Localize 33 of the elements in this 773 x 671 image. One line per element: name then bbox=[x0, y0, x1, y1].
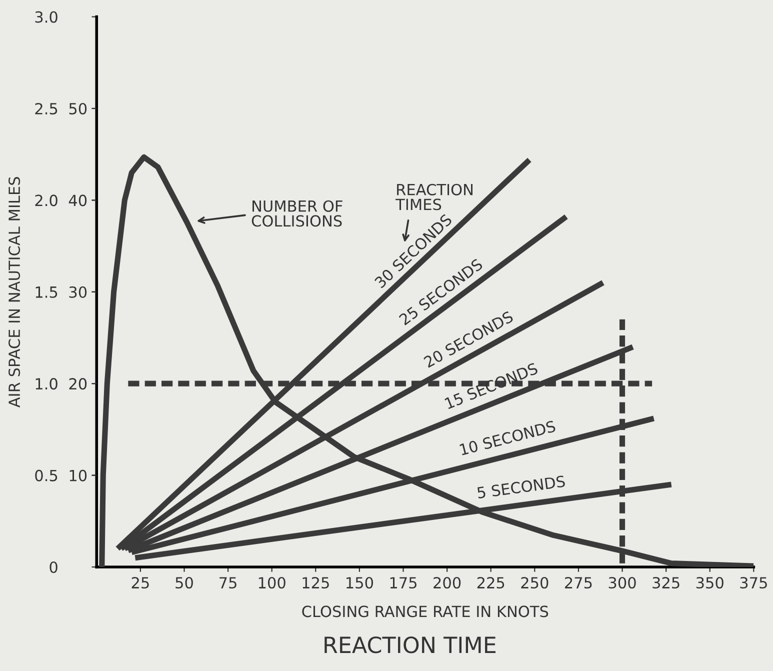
annotation: REACTION TIMES bbox=[396, 184, 472, 210]
y-tick-label: 2.5 bbox=[35, 102, 58, 114]
y-tick-label: 0.5 bbox=[35, 470, 58, 482]
x-axis-title: CLOSING RANGE RATE IN KNOTS bbox=[302, 606, 548, 618]
x-tick-label: 300 bbox=[608, 576, 636, 589]
x-tick-label: 225 bbox=[477, 576, 504, 589]
x-tick-label: 125 bbox=[302, 576, 329, 589]
x-tick-label: 325 bbox=[652, 576, 680, 589]
y-tick-label: 2.0 bbox=[35, 194, 58, 206]
x-tick-label: 100 bbox=[258, 576, 286, 589]
y2-tick-label: 40 bbox=[68, 194, 87, 206]
x-tick-label: 175 bbox=[390, 577, 416, 589]
y2-tick-label: 30 bbox=[69, 286, 87, 298]
x-tick-label: 200 bbox=[434, 576, 461, 589]
y-tick-label: 3.0 bbox=[35, 11, 58, 23]
x-tick-label: 50 bbox=[176, 576, 193, 589]
y2-tick-label: 10 bbox=[70, 470, 87, 482]
x-tick-label: 350 bbox=[696, 576, 724, 589]
text: REACTION TIME bbox=[324, 636, 496, 654]
x-tick-label: 75 bbox=[220, 577, 236, 589]
x-tick-label: 150 bbox=[346, 576, 374, 589]
x-tick-label: 25 bbox=[132, 576, 149, 589]
annotation: NUMBER OF COLLISIONS bbox=[252, 200, 342, 227]
y-tick-label: 1.5 bbox=[36, 286, 58, 298]
text: 5 SECONDS bbox=[477, 475, 566, 499]
y-tick-label: 0 bbox=[50, 561, 58, 574]
y-tick-label: 1.0 bbox=[36, 378, 58, 390]
y-axis-title: AIR SPACE IN NAUTICAL MILES bbox=[8, 177, 20, 408]
y2-tick-label: 20 bbox=[69, 378, 87, 390]
y2-tick-label: 50 bbox=[69, 102, 87, 114]
x-tick-label: 375 bbox=[740, 576, 767, 589]
x-tick-label: 275 bbox=[565, 576, 592, 589]
x-tick-label: 250 bbox=[521, 576, 548, 589]
